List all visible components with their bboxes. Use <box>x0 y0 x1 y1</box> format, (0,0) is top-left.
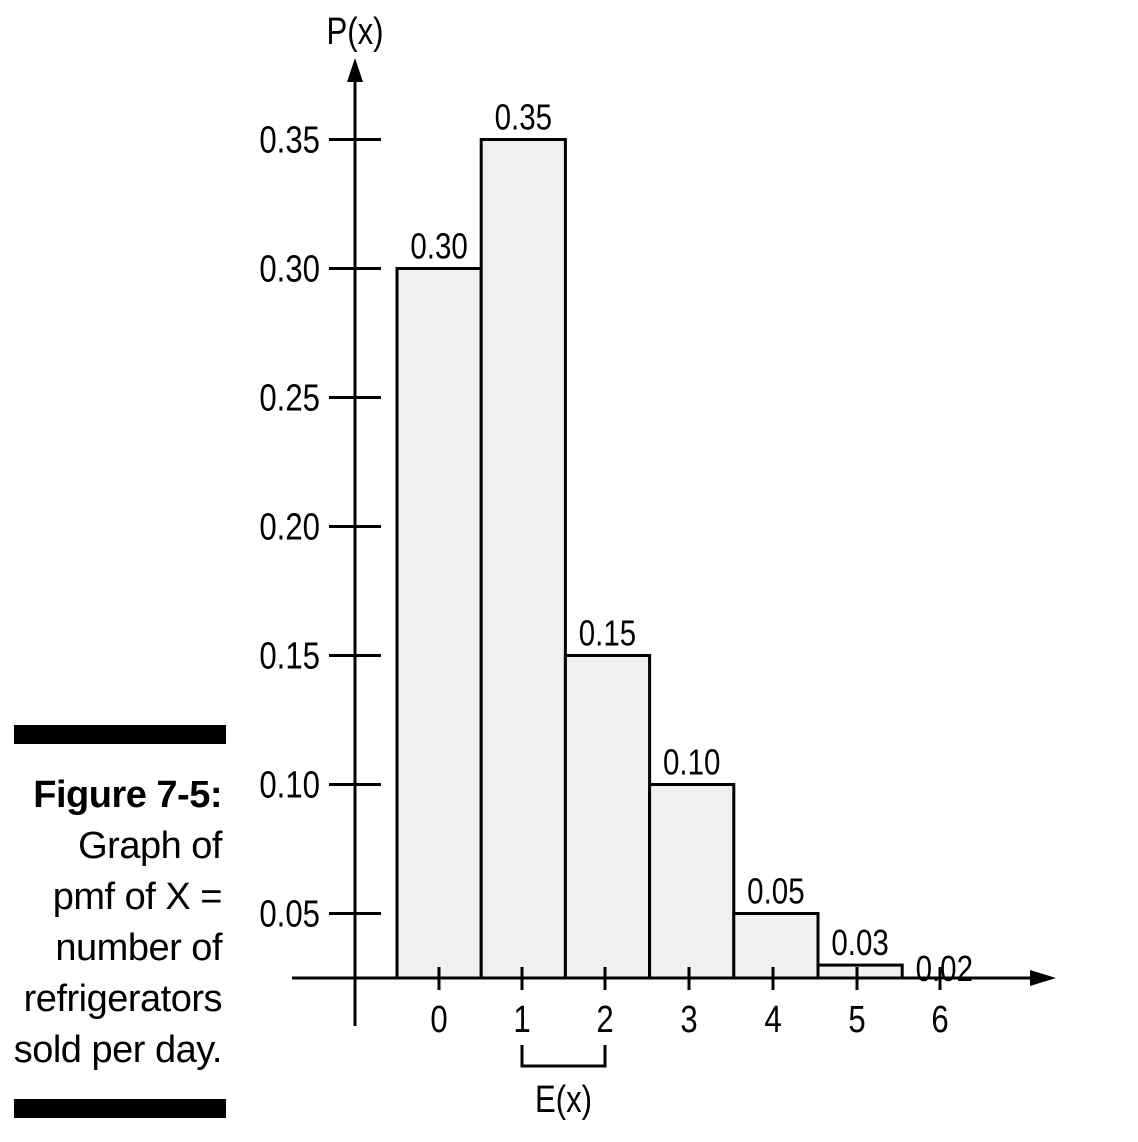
x-tick-label-2: 2 <box>596 999 613 1041</box>
axes-layer <box>292 58 1056 1068</box>
y-tick-label-3: 0.20 <box>259 507 320 549</box>
bar-value-label-3: 0.10 <box>663 742 720 782</box>
x-tick-label-0: 0 <box>430 999 447 1041</box>
y-tick-label-0: 0.05 <box>259 894 320 936</box>
caption-line-4: refrigerators <box>23 978 223 1020</box>
bar-value-label-6: 0.02 <box>916 948 973 988</box>
bar-value-label-0: 0.30 <box>410 226 467 266</box>
caption-top-rule <box>14 725 226 744</box>
y-axis-arrow <box>347 58 363 82</box>
caption-bottom-rule <box>14 1099 226 1118</box>
x-tick-label-4: 4 <box>764 999 781 1041</box>
caption-line-1: Graph of <box>78 825 222 867</box>
y-tick-label-1: 0.10 <box>259 765 320 807</box>
caption-line-2: pmf of X = <box>52 876 223 918</box>
bars-layer <box>395 138 904 980</box>
figure-caption: Figure 7-5: Graph of pmf of X = number o… <box>0 770 223 1076</box>
labels-layer: 0.30 0.35 0.15 0.10 0.05 0.03 0.02 P(x) 0.05 0.10… <box>259 11 973 1121</box>
expected-value-bracket <box>520 1045 607 1068</box>
y-tick-label-4: 0.25 <box>259 378 320 420</box>
expected-value-label: E(x) <box>535 1079 592 1121</box>
bar-0 <box>395 267 483 980</box>
bar-4 <box>732 912 820 980</box>
bar-value-label-5: 0.03 <box>831 922 888 962</box>
bar-value-label-4: 0.05 <box>747 871 804 911</box>
x-axis-arrow <box>1030 970 1056 986</box>
y-axis-label: P(x) <box>326 11 383 53</box>
bar-2 <box>563 654 652 980</box>
x-tick-label-3: 3 <box>680 999 697 1041</box>
caption-line-5: sold per day. <box>13 1029 223 1071</box>
bar-5 <box>816 963 904 980</box>
y-tick-label-6: 0.35 <box>259 120 320 162</box>
y-tick-label-5: 0.30 <box>259 249 320 291</box>
y-tick-label-2: 0.15 <box>259 636 320 678</box>
bar-value-label-2: 0.15 <box>579 613 636 653</box>
figure-label: Figure 7-5: <box>33 774 222 816</box>
x-tick-label-5: 5 <box>848 999 865 1041</box>
x-tick-label-1: 1 <box>513 999 530 1041</box>
caption-line-3: number of <box>55 927 222 969</box>
bar-value-label-1: 0.35 <box>495 97 552 137</box>
bar-1 <box>479 138 567 980</box>
x-tick-label-6: 6 <box>931 999 948 1041</box>
bar-3 <box>648 783 736 980</box>
